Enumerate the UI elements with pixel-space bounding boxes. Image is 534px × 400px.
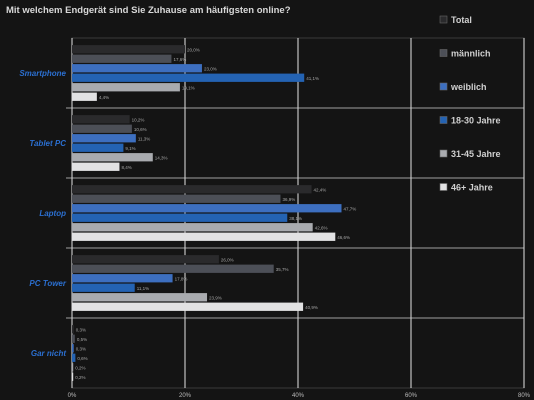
bar <box>72 302 304 311</box>
bar <box>72 283 135 292</box>
bar-value-label: 11,3% <box>138 136 150 141</box>
legend-label: weiblich <box>450 82 487 92</box>
bar <box>72 363 74 372</box>
x-tick-label: 20% <box>179 393 192 399</box>
bar <box>72 115 130 124</box>
bar <box>72 45 185 54</box>
bar <box>72 54 172 63</box>
bar-value-label: 0,2% <box>75 375 85 380</box>
legend-swatch <box>439 49 448 57</box>
category-label: Smartphone <box>19 69 66 78</box>
bar <box>72 344 74 353</box>
bar <box>72 92 97 101</box>
bar-value-label: 0,3% <box>76 346 86 351</box>
bar <box>72 264 274 273</box>
bar <box>72 372 74 381</box>
bar-value-label: 46,6% <box>337 235 350 240</box>
bar-value-label: 17,8% <box>175 276 188 281</box>
category-label: Tablet PC <box>29 139 66 148</box>
bar-value-label: 0,2% <box>75 365 85 370</box>
bar-value-label: 40,9% <box>305 305 318 310</box>
bar-value-label: 42,4% <box>314 187 327 192</box>
bar <box>72 255 219 264</box>
category-label: PC Tower <box>29 279 66 288</box>
bar-value-label: 41,1% <box>306 76 319 81</box>
bar-value-label: 0,3% <box>76 327 86 332</box>
chart-title: Mit welchem Endgerät sind Sie Zuhause am… <box>6 5 291 16</box>
bar <box>72 293 208 302</box>
bar-value-label: 47,7% <box>344 206 357 211</box>
legend-label: Total <box>451 15 472 25</box>
bar <box>72 334 75 343</box>
bar <box>72 213 288 222</box>
legend: Total männlich weiblich 18-30 Jahre 31-45 Ja… <box>439 15 501 193</box>
bar <box>72 353 76 362</box>
bar <box>72 143 124 152</box>
bar-value-label: 0,5% <box>77 337 87 342</box>
bar-value-label: 23,0% <box>204 66 217 71</box>
bar-value-label: 38,1% <box>289 216 302 221</box>
bar-value-label: 17,6% <box>173 57 186 62</box>
bar-value-label: 0,6% <box>77 356 87 361</box>
bar-value-label: 8,4% <box>121 165 131 170</box>
bar <box>72 162 120 171</box>
legend-swatch <box>439 116 448 124</box>
bar <box>72 185 312 194</box>
bar-value-label: 4,4% <box>99 95 109 100</box>
bar <box>72 73 305 82</box>
bar-value-label: 20,0% <box>187 47 200 52</box>
category-label: Laptop <box>39 209 66 218</box>
bar-value-label: 35,7% <box>276 267 289 272</box>
legend-swatch <box>439 183 448 191</box>
bar <box>72 194 281 203</box>
x-tick-label: 0% <box>68 393 77 399</box>
bar-value-label: 11,1% <box>137 286 149 291</box>
legend-label: männlich <box>451 49 491 59</box>
bar-value-label: 9,1% <box>125 146 135 151</box>
bar <box>72 124 132 133</box>
bar-value-label: 36,9% <box>282 197 295 202</box>
legend-label: 18-30 Jahre <box>451 116 501 126</box>
bar-value-label: 10,6% <box>134 127 147 132</box>
bar-value-label: 23,9% <box>209 295 222 300</box>
x-tick-label: 40% <box>292 393 305 399</box>
category-label: Gar nicht <box>31 349 66 358</box>
legend-swatch <box>439 149 448 158</box>
bar <box>72 325 74 334</box>
legend-label: 31-45 Jahre <box>451 149 501 159</box>
legend-swatch <box>439 15 448 24</box>
legend-label: 46+ Jahre <box>451 183 493 193</box>
bar <box>72 223 313 232</box>
bar-value-label: 14,3% <box>155 155 168 160</box>
bar-value-label: 42,6% <box>315 225 328 230</box>
bar <box>72 153 153 162</box>
x-tick-label: 80% <box>518 393 531 399</box>
plot-area: 0% 20% 40% 60% 80% 20,0%17,6% 23,0% 41,1% 19,1% 4… <box>19 37 531 399</box>
bar-value-label: 19,1% <box>182 85 195 90</box>
bar <box>72 134 136 143</box>
bar <box>72 64 202 73</box>
bar <box>72 232 336 241</box>
bar <box>72 204 342 213</box>
bar-value-label: 26,0% <box>221 257 234 262</box>
legend-swatch <box>439 82 448 91</box>
bar-value-label: 10,2% <box>132 117 145 122</box>
x-tick-label: 60% <box>405 393 418 399</box>
bar <box>72 274 173 283</box>
bar <box>72 83 180 92</box>
